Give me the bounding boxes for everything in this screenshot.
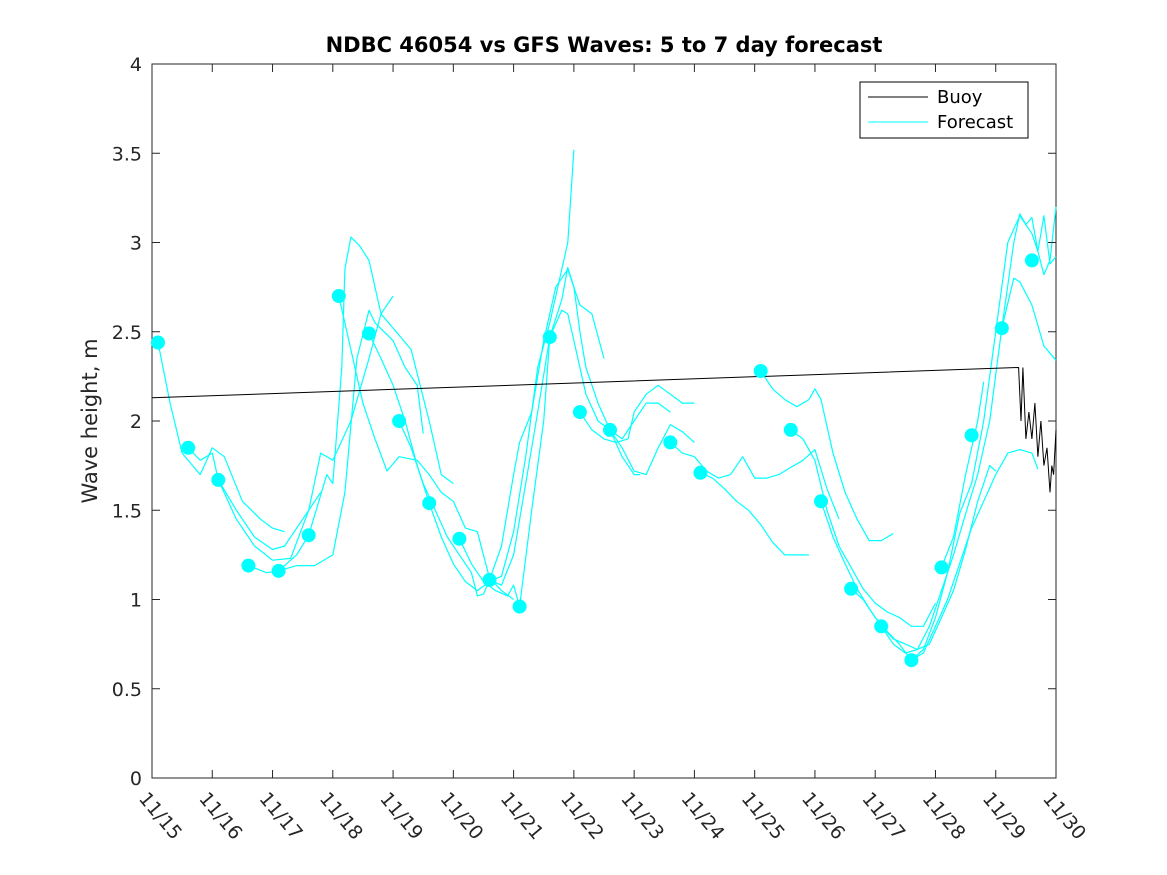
forecast-line [880, 277, 1057, 654]
forecast-line [940, 381, 985, 568]
forecast-line [1001, 206, 1057, 329]
forecast-line [217, 295, 394, 561]
forecast-marker [181, 440, 196, 455]
forecast-marker [693, 465, 708, 480]
forecast-line [700, 472, 809, 556]
forecast-marker [512, 599, 527, 614]
forecast-marker [301, 528, 316, 543]
legend-buoy-label: Buoy [937, 87, 983, 108]
forecast-line [278, 236, 454, 572]
forecast-marker [362, 326, 376, 341]
forecast-marker [904, 653, 919, 668]
forecast-marker [572, 405, 587, 420]
forecast-marker [241, 558, 256, 573]
forecast-marker [542, 330, 557, 345]
forecast-marker [452, 531, 467, 546]
y-tick-label: 3.5 [112, 143, 142, 165]
forecast-marker [934, 560, 949, 575]
y-tick-label: 4 [130, 54, 142, 76]
chart-title: NDBC 46054 vs GFS Waves: 5 to 7 day fore… [326, 33, 883, 57]
forecast-marker [844, 581, 859, 596]
legend-forecast-label: Forecast [937, 112, 1013, 133]
forecast-line [157, 342, 285, 533]
forecast-line [338, 295, 514, 600]
forecast-marker [331, 289, 346, 303]
forecast-line [489, 309, 671, 586]
buoy-line [151, 366, 1057, 493]
forecast-marker [482, 572, 497, 587]
y-tick-label: 2 [130, 411, 142, 433]
legend: Buoy Forecast [859, 81, 1029, 139]
forecast-marker [211, 472, 226, 487]
forecast-line [579, 384, 695, 443]
forecast-marker [151, 335, 165, 350]
forecast-marker [783, 422, 798, 437]
y-tick-label: 2.5 [112, 322, 142, 344]
plot-frame [151, 63, 1057, 779]
plot-area [151, 63, 1057, 779]
forecast-line [760, 370, 894, 542]
forecast-line [820, 465, 997, 651]
forecast-marker [422, 496, 437, 511]
y-tick-label: 3 [130, 233, 142, 255]
forecast-marker [994, 321, 1009, 336]
forecast-marker [964, 428, 979, 443]
y-tick-label: 1.5 [112, 500, 142, 522]
forecast-line [187, 447, 322, 551]
forecast-marker [603, 422, 617, 437]
forecast-marker [392, 414, 407, 428]
forecast-marker [874, 619, 889, 634]
forecast-marker [663, 435, 678, 450]
y-tick-label: 0.5 [112, 679, 142, 701]
forecast-marker [814, 494, 828, 509]
forecast-line [911, 215, 1057, 661]
y-tick-label: 0 [130, 768, 142, 790]
forecast-marker [271, 563, 286, 578]
forecast-marker [753, 364, 768, 378]
forecast-marker [1024, 253, 1039, 268]
forecast-line [790, 429, 937, 627]
forecast-line [609, 424, 695, 476]
legend-box [859, 81, 1029, 139]
forecast-line [398, 268, 605, 597]
y-tick-label: 1 [130, 590, 142, 612]
y-axis-label: Wave height, m [78, 338, 102, 503]
